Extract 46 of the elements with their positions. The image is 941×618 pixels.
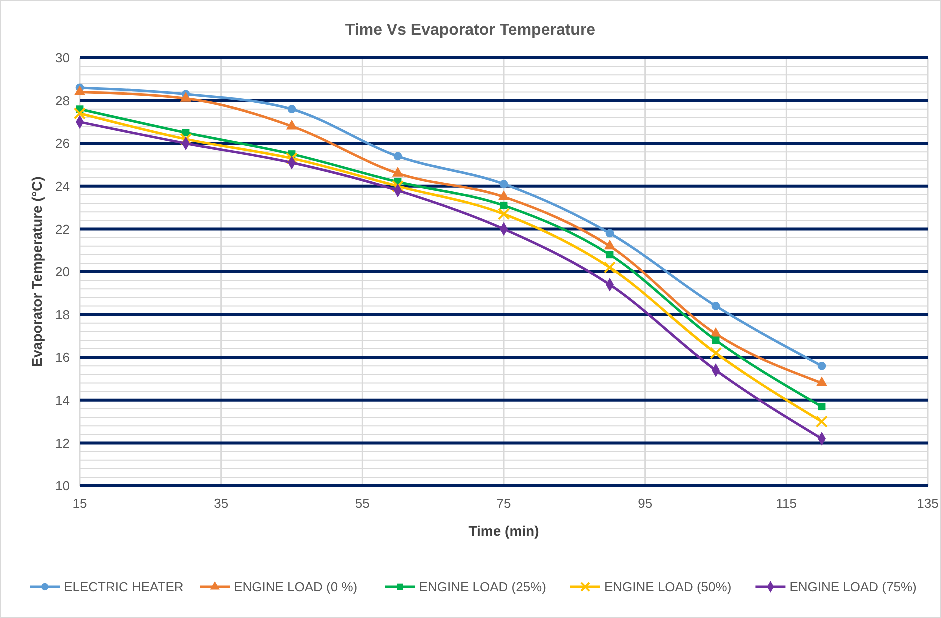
legend-label: ELECTRIC HEATER bbox=[64, 580, 184, 595]
y-tick-label: 24 bbox=[56, 178, 70, 194]
point bbox=[604, 240, 616, 250]
legend-label: ENGINE LOAD (25%) bbox=[419, 580, 546, 595]
legend-label: ENGINE LOAD (50%) bbox=[604, 580, 732, 595]
point bbox=[286, 152, 298, 165]
y-tick-label: 26 bbox=[56, 136, 70, 152]
y-tick-label: 22 bbox=[56, 222, 70, 237]
point bbox=[394, 152, 402, 161]
point bbox=[604, 262, 616, 274]
y-tick-label: 14 bbox=[56, 392, 70, 408]
point bbox=[74, 108, 86, 120]
x-tick-label: 135 bbox=[917, 496, 939, 511]
y-tick-label: 28 bbox=[56, 93, 70, 108]
point bbox=[818, 403, 826, 411]
point bbox=[606, 251, 614, 259]
point bbox=[816, 376, 828, 387]
point bbox=[818, 362, 826, 370]
chart-title: Time Vs Evaporator Temperature bbox=[345, 22, 596, 39]
point bbox=[606, 229, 614, 238]
point bbox=[392, 180, 404, 193]
y-tick-label: 10 bbox=[56, 478, 70, 494]
point bbox=[498, 208, 510, 220]
legend-label: ENGINE LOAD (0 %) bbox=[234, 580, 358, 595]
y-tick-label: 18 bbox=[56, 307, 70, 322]
point bbox=[710, 347, 722, 360]
point bbox=[288, 105, 296, 114]
point bbox=[180, 133, 192, 146]
x-tick-label: 35 bbox=[214, 496, 229, 511]
point bbox=[712, 302, 720, 310]
y-axis-title: Evaporator Temperature (°C) bbox=[29, 176, 45, 368]
x-tick-label: 75 bbox=[496, 496, 512, 511]
x-axis-title: Time (min) bbox=[468, 523, 540, 539]
x-tick-label: 55 bbox=[355, 496, 370, 511]
y-tick-label: 12 bbox=[56, 436, 70, 451]
point bbox=[710, 328, 722, 338]
x-tick-label: 15 bbox=[72, 496, 88, 511]
y-tick-label: 20 bbox=[56, 264, 70, 280]
y-tick-label: 16 bbox=[56, 350, 70, 366]
y-tick-label: 30 bbox=[56, 50, 70, 66]
x-tick-label: 95 bbox=[638, 496, 653, 511]
x-tick-label: 115 bbox=[776, 496, 798, 511]
legend-label: ENGINE LOAD (75%) bbox=[790, 580, 917, 595]
point bbox=[500, 202, 508, 210]
point bbox=[816, 416, 828, 428]
point bbox=[500, 180, 508, 188]
